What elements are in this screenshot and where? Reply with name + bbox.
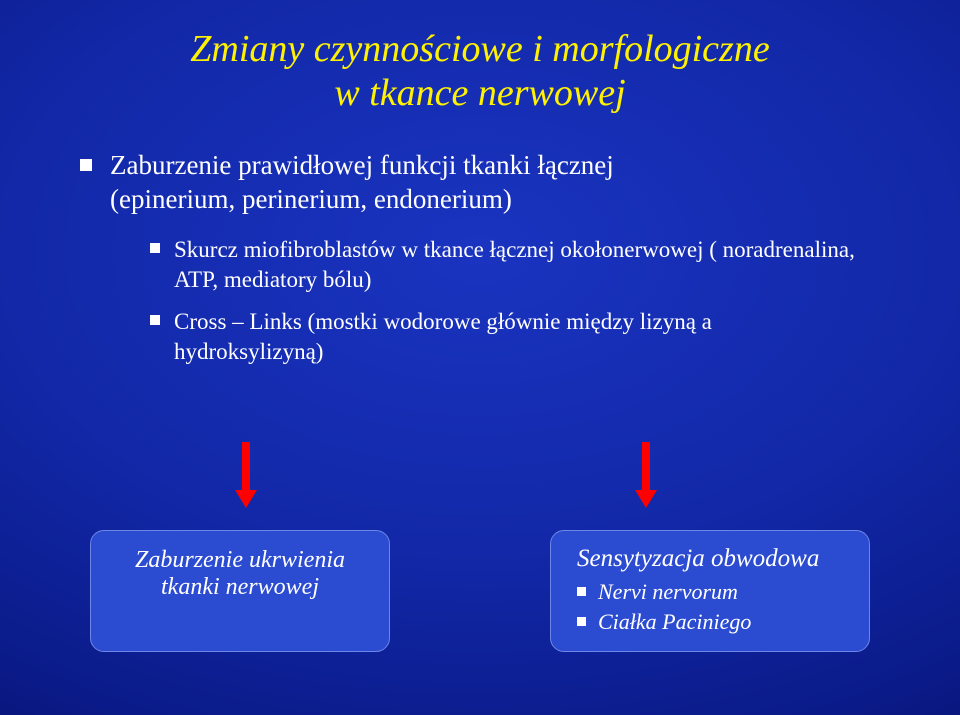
arrow-head-icon bbox=[635, 490, 657, 508]
sub-bullet-2: Cross – Links (mostki wodorowe głównie m… bbox=[150, 307, 900, 367]
slide-title: Zmiany czynnościowe i morfologiczne w tk… bbox=[60, 28, 900, 115]
title-line-2: w tkance nerwowej bbox=[60, 72, 900, 116]
box-right: Sensytyzacja obwodowa Nervi nervorum Cia… bbox=[550, 530, 870, 652]
sub-bullet-text: Cross – Links (mostki wodorowe głównie m… bbox=[174, 307, 900, 367]
bullet1-line2: (epinerium, perinerium, endonerium) bbox=[110, 184, 512, 214]
box-left-line2: tkanki nerwowej bbox=[113, 574, 367, 601]
box-left-line1: Zaburzenie ukrwienia bbox=[113, 547, 367, 574]
square-bullet-icon bbox=[150, 315, 160, 325]
arrow-shaft bbox=[642, 442, 650, 490]
box-right-title: Sensytyzacja obwodowa bbox=[577, 545, 847, 573]
square-bullet-icon bbox=[577, 587, 586, 596]
title-line-1: Zmiany czynnościowe i morfologiczne bbox=[60, 28, 900, 72]
box-right-item-text: Nervi nervorum bbox=[598, 579, 738, 605]
arrow-head-icon bbox=[235, 490, 257, 508]
arrows-container bbox=[0, 442, 960, 512]
arrow-left-icon bbox=[240, 442, 252, 508]
box-left: Zaburzenie ukrwienia tkanki nerwowej bbox=[90, 530, 390, 652]
bullet-list-level2: Skurcz miofibroblastów w tkance łącznej … bbox=[150, 235, 900, 367]
sub2-line2: hydroksylizyną) bbox=[174, 339, 323, 364]
arrow-shaft bbox=[242, 442, 250, 490]
square-bullet-icon bbox=[150, 243, 160, 253]
sub-bullet-text: Skurcz miofibroblastów w tkance łącznej … bbox=[174, 235, 900, 295]
sub2-line1: Cross – Links (mostki wodorowe głównie m… bbox=[174, 309, 712, 334]
sub-bullet-1: Skurcz miofibroblastów w tkance łącznej … bbox=[150, 235, 900, 295]
arrow-right-icon bbox=[640, 442, 652, 508]
slide: Zmiany czynnościowe i morfologiczne w tk… bbox=[0, 0, 960, 715]
box-right-item-2: Ciałka Paciniego bbox=[577, 609, 847, 635]
bullet-text: Zaburzenie prawidłowej funkcji tkanki łą… bbox=[110, 149, 900, 217]
square-bullet-icon bbox=[80, 159, 92, 171]
box-right-item-text: Ciałka Paciniego bbox=[598, 609, 751, 635]
square-bullet-icon bbox=[577, 617, 586, 626]
bullet1-line1: Zaburzenie prawidłowej funkcji tkanki łą… bbox=[110, 150, 614, 180]
bullet-list-level1: Zaburzenie prawidłowej funkcji tkanki łą… bbox=[80, 149, 900, 217]
boxes-row: Zaburzenie ukrwienia tkanki nerwowej Sen… bbox=[0, 530, 960, 652]
bullet-item-1: Zaburzenie prawidłowej funkcji tkanki łą… bbox=[80, 149, 900, 217]
box-right-item-1: Nervi nervorum bbox=[577, 579, 847, 605]
